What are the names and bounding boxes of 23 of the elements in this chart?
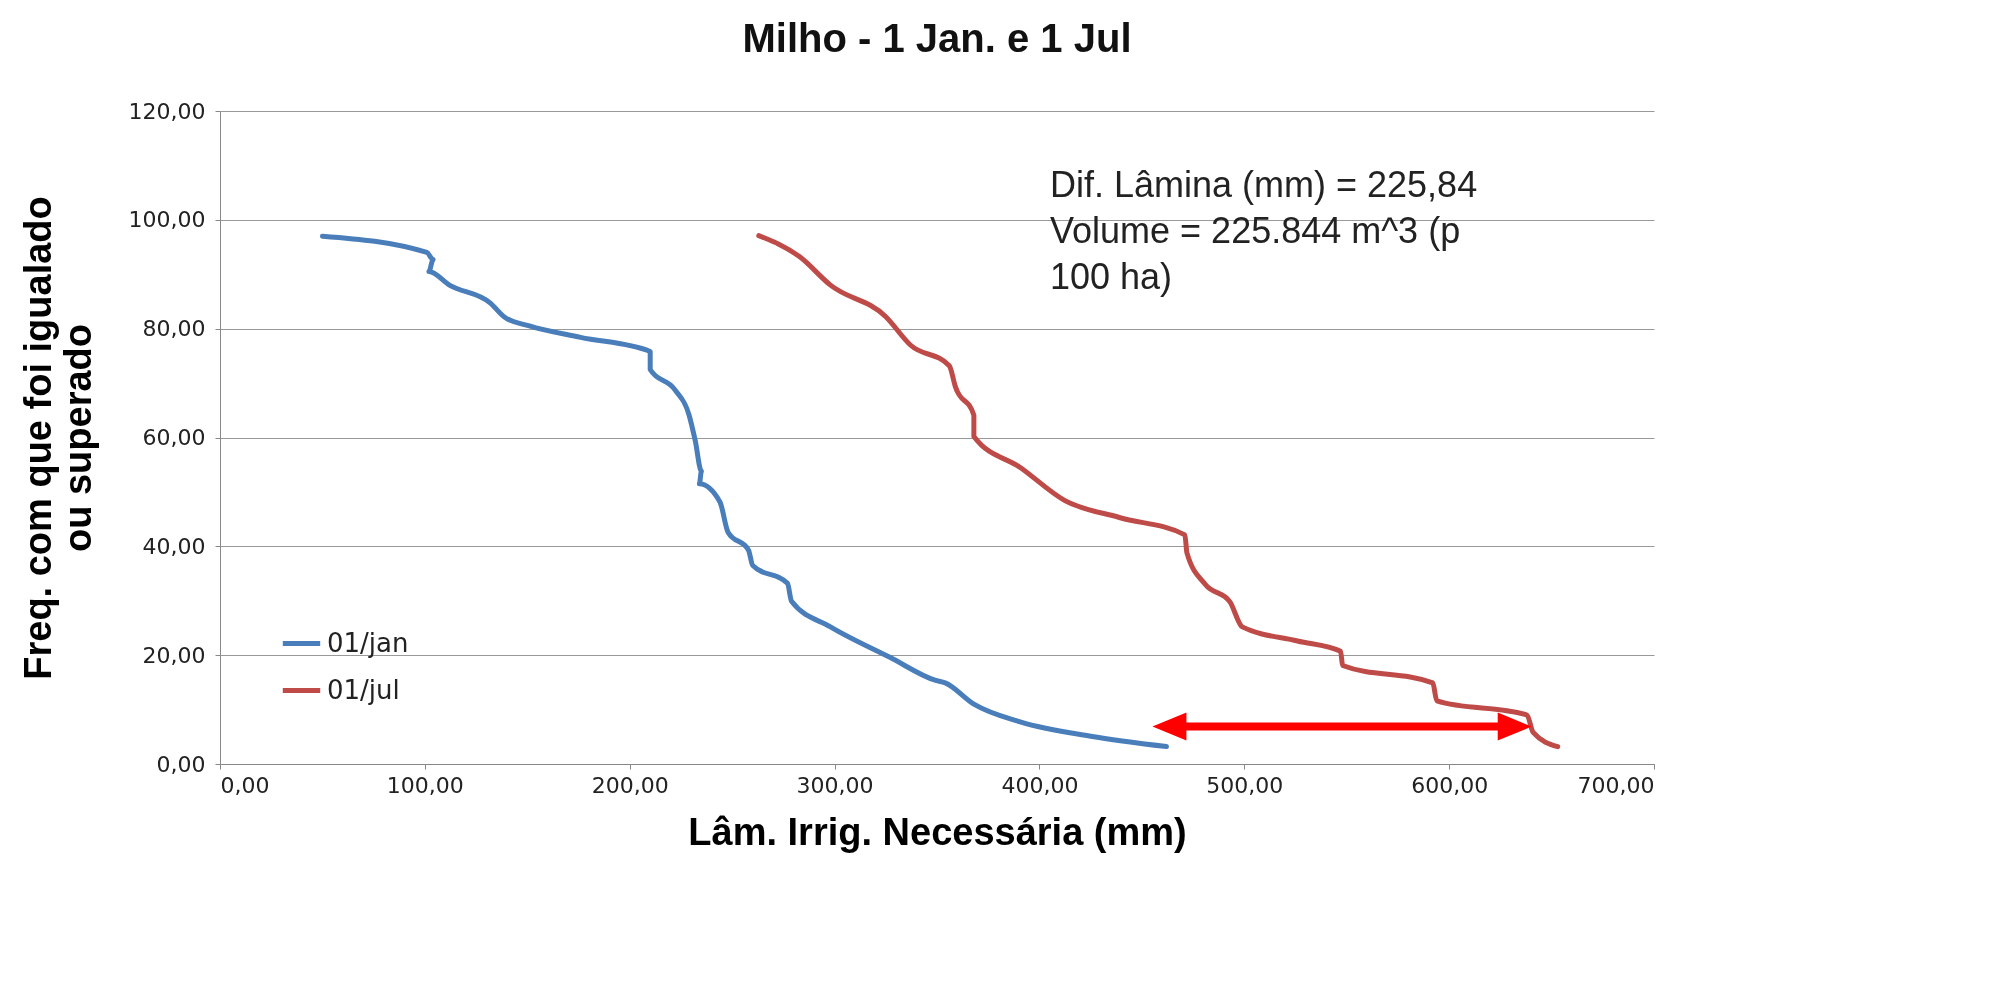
x-axis-title: Lâm. Irrig. Necessária (mm) [688, 810, 1187, 853]
legend-label: 01/jul [327, 674, 400, 705]
legend-label: 01/jan [327, 627, 409, 658]
x-tick-label: 100,00 [386, 772, 464, 798]
x-tick-label: 0,00 [220, 772, 270, 798]
x-tick-label: 400,00 [1001, 772, 1079, 798]
x-tick-label: 600,00 [1411, 772, 1489, 798]
x-tick-label: 700,00 [1577, 772, 1655, 798]
y-axis-title: Freq. com que foi igualado ou superado [16, 196, 99, 680]
x-tick-label: 500,00 [1206, 772, 1284, 798]
y-tick-label: 40,00 [142, 533, 206, 559]
chart-title: Milho - 1 Jan. e 1 Jul [742, 16, 1132, 60]
x-tick-label: 300,00 [796, 772, 874, 798]
y-tick-label: 100,00 [128, 207, 206, 233]
annotation: 100 ha) [1050, 256, 1173, 297]
y-tick-label: 20,00 [142, 642, 206, 668]
y-tick-label: 120,00 [128, 98, 206, 124]
y-tick-label: 0,00 [156, 751, 206, 777]
annotation: Dif. Lâmina (mm) = 225,84 [1050, 164, 1478, 205]
y-tick-label: 60,00 [142, 425, 206, 450]
x-tick-label: 200,00 [591, 772, 669, 798]
annotation: Volume = 225.844 m^3 (p [1050, 210, 1461, 251]
y-tick-label: 80,00 [142, 316, 206, 342]
